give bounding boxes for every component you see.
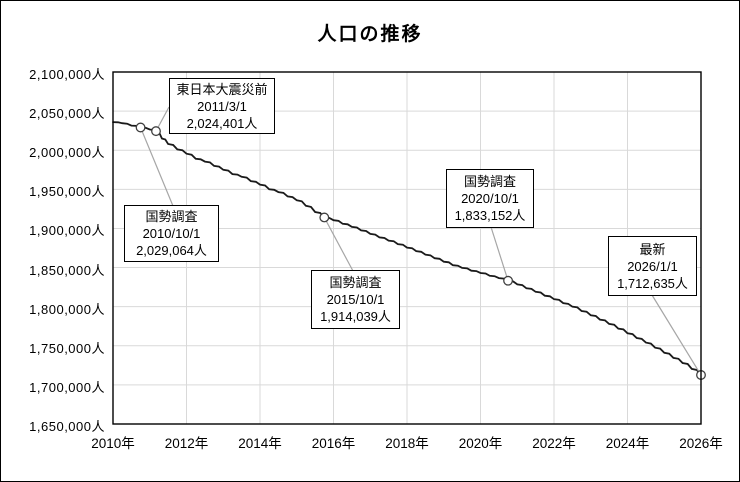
annotation-value: 1,914,039人 bbox=[320, 309, 391, 324]
annotation-value: 1,712,635人 bbox=[617, 275, 688, 291]
annotation-title: 国勢調査 bbox=[145, 209, 198, 224]
annotation-value: 1,833,152人 bbox=[454, 208, 526, 223]
callout-leader-line bbox=[651, 294, 702, 376]
y-axis-tick-label: 1,950,000人 bbox=[29, 184, 105, 200]
y-axis-tick-label: 1,800,000人 bbox=[29, 301, 105, 317]
data-point-marker bbox=[151, 126, 161, 137]
annotation-date: 2015/10/1 bbox=[326, 292, 385, 307]
y-axis-tick-label: 2,100,000人 bbox=[29, 67, 105, 82]
annotation-title: 最新 bbox=[639, 241, 666, 257]
annotation-callout: 最新 2026/1/1 1,712,635人 bbox=[608, 236, 697, 296]
annotation-date: 2010/10/1 bbox=[142, 226, 201, 241]
y-axis-tick-label: 1,700,000人 bbox=[29, 379, 105, 395]
callout-leader-line bbox=[323, 217, 354, 272]
x-axis-tick-label: 2018年 bbox=[385, 436, 429, 451]
x-axis-tick-label: 2024年 bbox=[605, 436, 650, 451]
x-axis-tick-label: 2026年 bbox=[679, 436, 723, 451]
data-point-marker bbox=[503, 275, 514, 286]
annotation-date: 2011/3/1 bbox=[197, 98, 247, 114]
x-axis-tick-label: 2012年 bbox=[164, 436, 209, 451]
annotation-callout: 国勢調査 2010/10/1 2,029,064人 bbox=[124, 205, 219, 262]
y-axis-tick-label: 1,850,000人 bbox=[29, 262, 105, 278]
annotation-title: 国勢調査 bbox=[329, 275, 382, 290]
x-axis-tick-label: 2020年 bbox=[458, 436, 503, 451]
annotation-callout: 国勢調査 2020/10/1 1,833,152人 bbox=[446, 169, 534, 228]
annotation-date: 2026/1/1 bbox=[627, 258, 678, 274]
data-point-marker bbox=[135, 122, 146, 133]
y-axis-tick-label: 1,750,000人 bbox=[29, 340, 105, 356]
population-line bbox=[112, 121, 702, 376]
annotation-callout: 国勢調査 2015/10/1 1,914,039人 bbox=[311, 270, 400, 329]
annotation-callout: 東日本大震災前 2011/3/1 2,024,401人 bbox=[169, 78, 275, 134]
x-axis-tick-label: 2016年 bbox=[311, 436, 356, 451]
annotation-value: 2,024,401人 bbox=[186, 115, 258, 131]
y-axis-tick-label: 2,050,000人 bbox=[29, 106, 105, 122]
y-axis-tick-label: 1,900,000人 bbox=[29, 223, 105, 239]
annotation-title: 国勢調査 bbox=[463, 174, 516, 189]
x-axis-tick-label: 2022年 bbox=[532, 436, 576, 451]
chart-title: 人口の推移 bbox=[317, 24, 423, 45]
data-point-marker bbox=[319, 212, 330, 223]
annotation-value: 2,029,064人 bbox=[136, 243, 207, 258]
annotation-title: 東日本大震災前 bbox=[176, 81, 268, 97]
callout-leader-line bbox=[490, 226, 509, 281]
x-axis-tick-label: 2014年 bbox=[238, 436, 282, 451]
y-axis-tick-label: 1,650,000人 bbox=[29, 419, 105, 434]
callout-leader-line bbox=[140, 127, 174, 207]
y-axis-tick-label: 2,000,000人 bbox=[29, 145, 105, 161]
x-axis-tick-label: 2010年 bbox=[91, 436, 135, 451]
plot-border bbox=[112, 71, 702, 425]
annotation-date: 2020/10/1 bbox=[461, 191, 519, 206]
